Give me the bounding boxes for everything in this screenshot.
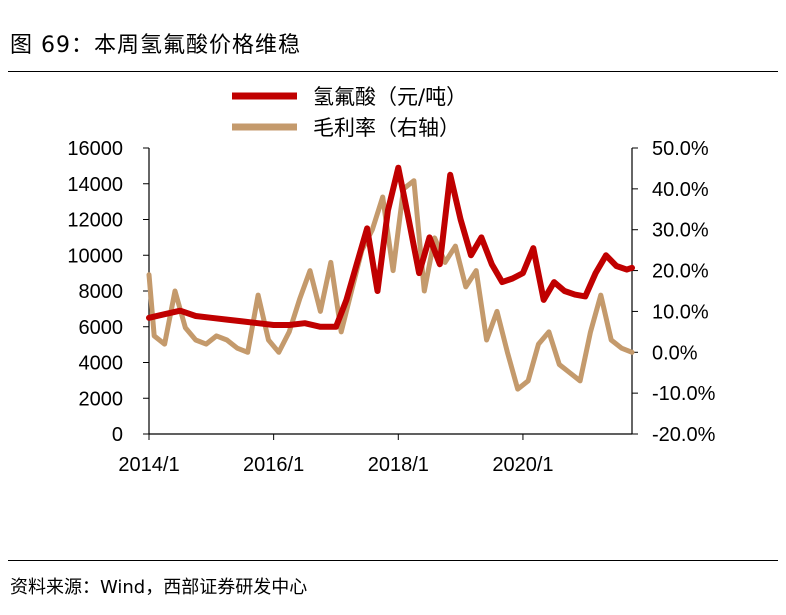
left-tick-label: 12000 bbox=[67, 210, 123, 232]
left-tick-label: 16000 bbox=[67, 138, 123, 160]
right-tick-label: 50.0% bbox=[652, 138, 709, 160]
legend-label-2: 毛利率（右轴） bbox=[313, 116, 460, 140]
left-tick-label: 8000 bbox=[79, 281, 124, 303]
right-tick-label: 0.0% bbox=[652, 342, 698, 364]
x-tick-label: 2014/1 bbox=[118, 454, 179, 476]
source-note: 资料来源：Wind，西部证券研发中心 bbox=[10, 577, 308, 598]
legend-label-1: 氢氟酸（元/吨） bbox=[313, 85, 467, 109]
left-tick-label: 6000 bbox=[79, 317, 124, 339]
legend: 氢氟酸（元/吨） 毛利率（右轴） bbox=[232, 85, 467, 140]
left-tick-label: 10000 bbox=[67, 245, 123, 267]
right-tick-label: 20.0% bbox=[652, 261, 709, 283]
top-rule bbox=[8, 71, 778, 72]
series-lines bbox=[146, 164, 635, 392]
figure-title: 图 69：本周氢氟酸价格维稳 bbox=[10, 33, 301, 58]
left-tick-label: 4000 bbox=[79, 353, 124, 375]
right-tick-label: 30.0% bbox=[652, 220, 709, 242]
x-tick-label: 2016/1 bbox=[243, 454, 304, 476]
x-tick-label: 2020/1 bbox=[492, 454, 553, 476]
line-chart: 氢氟酸（元/吨） 毛利率（右轴） 0 2000 4000 6000 8000 10000 12… bbox=[67, 85, 715, 476]
left-tick-label: 0 bbox=[112, 424, 123, 446]
series-line-1 bbox=[146, 164, 635, 330]
bottom-rule bbox=[8, 560, 778, 561]
right-tick-label: 10.0% bbox=[652, 301, 709, 323]
right-tick-label: 40.0% bbox=[652, 179, 709, 201]
right-tick-label: -10.0% bbox=[652, 383, 716, 405]
right-tick-label: -20.0% bbox=[652, 424, 716, 446]
axes: 0 2000 4000 6000 8000 10000 12000 14000 16000 -20… bbox=[67, 138, 715, 476]
left-tick-label: 14000 bbox=[67, 174, 123, 196]
left-tick-label: 2000 bbox=[79, 388, 124, 410]
x-tick-label: 2018/1 bbox=[368, 454, 429, 476]
